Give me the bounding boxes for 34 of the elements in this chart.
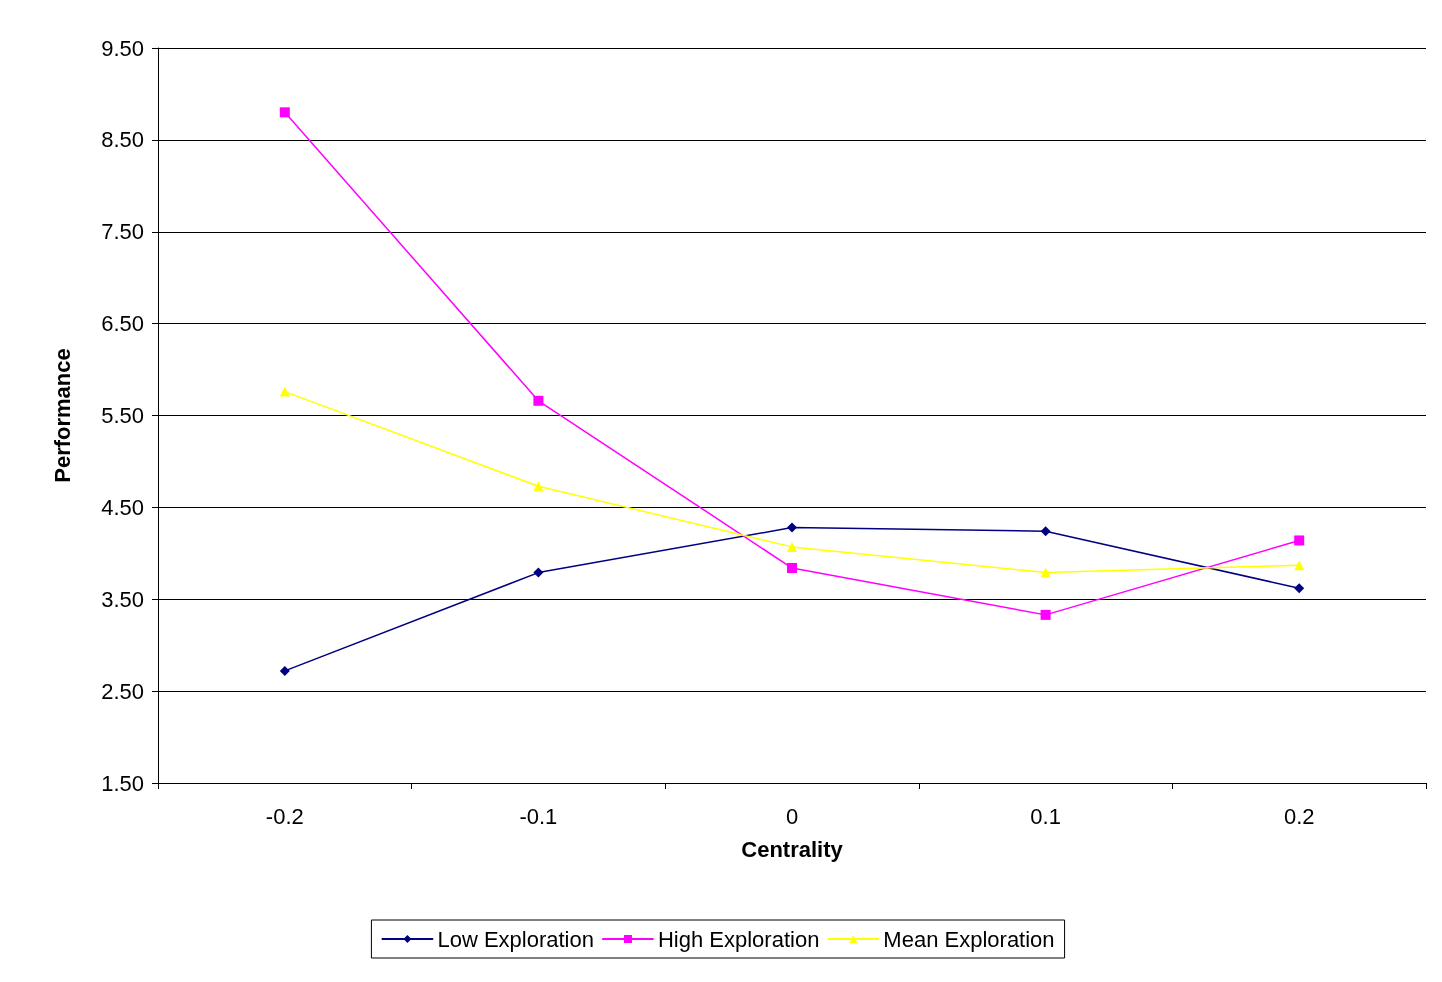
x-tick-label: 0.1 bbox=[1030, 803, 1061, 829]
point bbox=[787, 541, 797, 552]
point bbox=[787, 563, 797, 574]
legend-label: High Exploration bbox=[657, 926, 820, 952]
y-tick-label: 9.50 bbox=[101, 35, 144, 61]
y-tick-label: 2.50 bbox=[101, 678, 144, 704]
x-tick-label: 0 bbox=[785, 803, 799, 829]
y-tick-label: 6.50 bbox=[101, 311, 144, 337]
point bbox=[533, 481, 544, 492]
x-axis-title: Centrality bbox=[741, 836, 844, 862]
point bbox=[279, 665, 290, 676]
point bbox=[279, 386, 290, 397]
legend-label: Mean Exploration bbox=[883, 926, 1055, 952]
y-axis-title: Performance bbox=[49, 348, 75, 483]
y-tick-label: 4.50 bbox=[101, 494, 144, 520]
point bbox=[1294, 583, 1305, 594]
y-tick-label: 3.50 bbox=[101, 586, 144, 612]
y-tick-label: 7.50 bbox=[101, 219, 144, 245]
point bbox=[1040, 567, 1051, 578]
point bbox=[1294, 560, 1305, 571]
legend-label: Low Exploration bbox=[437, 926, 594, 952]
x-tick-label: -0.1 bbox=[519, 803, 558, 829]
y-tick-label: 1.50 bbox=[101, 770, 144, 796]
point bbox=[533, 567, 544, 578]
point bbox=[1294, 535, 1305, 546]
y-tick-label: 8.50 bbox=[101, 127, 144, 153]
point bbox=[1040, 609, 1051, 620]
x-tick-label: 0.2 bbox=[1283, 803, 1315, 829]
point bbox=[787, 522, 797, 533]
point bbox=[533, 395, 544, 406]
point bbox=[279, 107, 290, 118]
point bbox=[1040, 526, 1051, 537]
x-tick-label: -0.2 bbox=[265, 803, 304, 829]
y-tick-label: 5.50 bbox=[101, 403, 144, 428]
